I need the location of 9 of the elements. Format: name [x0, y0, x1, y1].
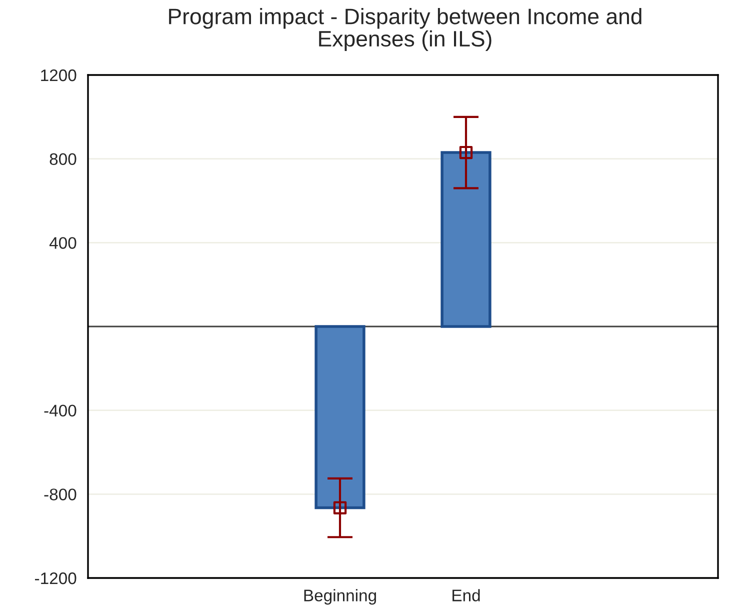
- y-tick-label: -1200: [35, 572, 76, 584]
- y-tick-label: -800: [44, 488, 76, 500]
- x-tick-label: Beginning: [304, 589, 376, 605]
- y-tick-label: -400: [44, 404, 76, 417]
- y-tick-label: 400: [49, 237, 76, 249]
- y-tick-label: 1200: [41, 69, 76, 82]
- y-tick-label: 800: [50, 153, 76, 166]
- x-tick-label: End: [452, 589, 480, 602]
- chart-title: Program impact - Disparity between Income and Expenses (in ILS): [169, 8, 642, 52]
